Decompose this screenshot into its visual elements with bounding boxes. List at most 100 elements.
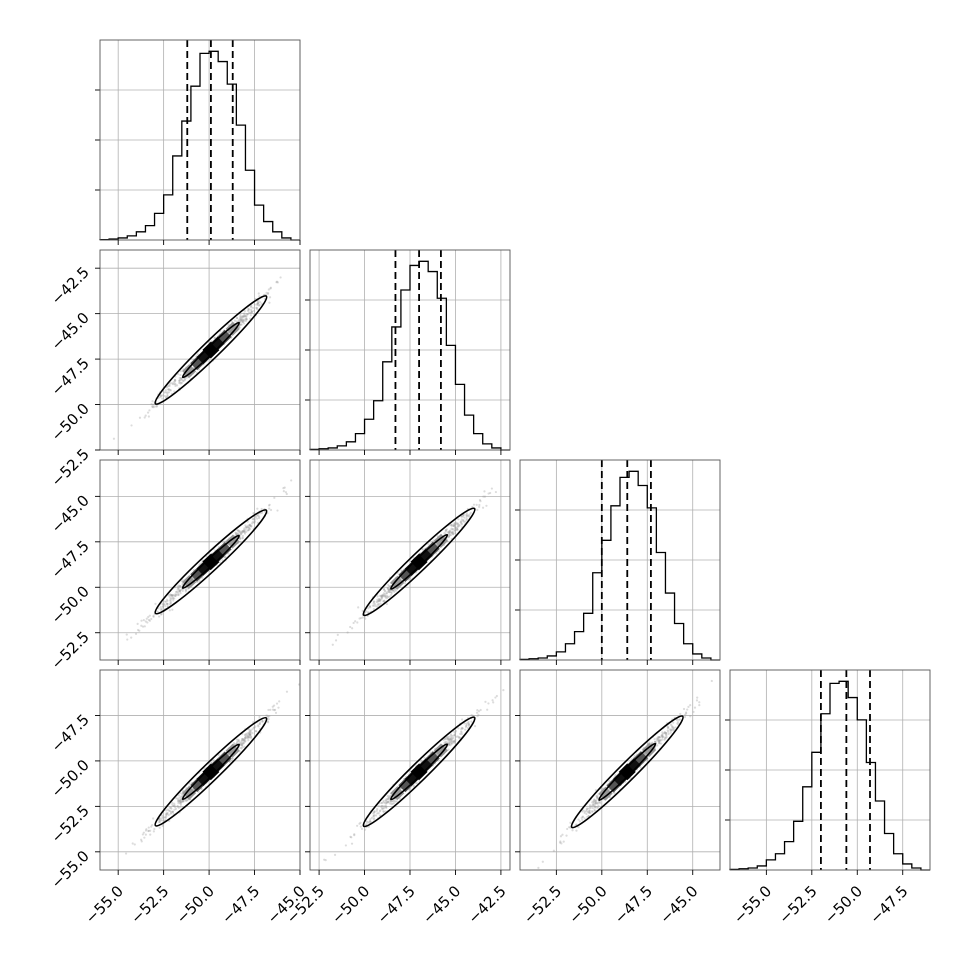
scatter-point	[453, 529, 456, 532]
scatter-point	[246, 524, 249, 527]
scatter-point	[454, 526, 457, 529]
x-tick-label: −45.0	[656, 882, 701, 927]
scatter-point	[383, 593, 386, 596]
scatter-point	[462, 520, 465, 523]
contour-outer	[362, 507, 476, 617]
scatter-point	[667, 730, 670, 733]
scatter-point	[655, 737, 658, 740]
scatter-point	[560, 842, 563, 845]
scatter-point	[236, 529, 239, 532]
scatter-point	[373, 810, 376, 813]
scatter-point	[346, 631, 349, 634]
scatter-point	[237, 740, 240, 743]
scatter-point	[166, 604, 169, 608]
scatter-point	[279, 276, 282, 279]
scatter-point	[461, 727, 464, 730]
scatter-point	[350, 836, 353, 839]
scatter-point	[393, 799, 396, 802]
scatter-point	[456, 525, 459, 528]
scatter-point	[168, 599, 171, 602]
scatter-point	[382, 600, 386, 603]
scatter-point	[158, 820, 162, 823]
hist-panel-2	[515, 459, 721, 661]
scatter-point	[239, 537, 242, 540]
scatter-point	[165, 815, 168, 818]
scatter-point	[170, 598, 173, 601]
y-tick-label: −50.0	[48, 582, 93, 627]
scatter-point	[427, 543, 430, 546]
scatter-point	[159, 817, 162, 820]
scatter-point	[153, 827, 156, 831]
scatter-point	[171, 801, 174, 804]
scatter-point	[384, 596, 387, 599]
scatter-point	[658, 736, 661, 739]
scatter-point	[376, 595, 379, 598]
scatter-point	[238, 326, 241, 329]
x-tick-label: −52.5	[127, 882, 172, 927]
scatter-point	[249, 527, 252, 531]
scatter-point	[385, 798, 388, 801]
scatter-point	[665, 733, 668, 736]
scatter-point	[382, 801, 385, 804]
scatter-point	[451, 742, 454, 745]
scatter-point	[256, 303, 259, 307]
scatter-point	[159, 613, 163, 616]
scatter-point	[247, 307, 250, 310]
scatter-point	[178, 379, 182, 382]
scatter-point	[502, 689, 505, 692]
scatter-point	[173, 390, 176, 393]
scatter-point	[653, 738, 656, 741]
scatter-point	[168, 595, 171, 598]
scatter-point	[174, 379, 177, 382]
scatter-point	[461, 519, 465, 522]
scatter-point	[241, 320, 244, 323]
scatter-point	[482, 495, 485, 498]
scatter-point	[331, 643, 334, 646]
scatter-point	[657, 737, 660, 740]
scatter-point	[379, 600, 382, 603]
scatter-point	[273, 708, 276, 712]
scatter-point	[176, 372, 180, 376]
scatter-point	[657, 735, 660, 739]
scatter-point	[661, 732, 664, 736]
scatter-point	[263, 510, 266, 513]
scatter-point	[234, 533, 238, 536]
scatter-point	[450, 527, 453, 530]
scatter-point	[243, 310, 247, 313]
scatter-point	[376, 598, 379, 601]
scatter-point	[168, 809, 171, 813]
scatter-point	[658, 742, 661, 745]
scatter-point	[180, 376, 183, 380]
scatter-point	[227, 323, 230, 326]
scatter-point	[394, 589, 398, 592]
scatter-point	[466, 721, 470, 725]
scatter-point	[267, 717, 270, 721]
scatter-point	[242, 737, 245, 741]
scatter-point	[255, 306, 258, 310]
scatter-point	[176, 799, 180, 803]
scatter-point	[372, 604, 376, 607]
scatter-point	[185, 588, 188, 591]
scatter-point	[470, 720, 473, 723]
scatter-point	[667, 726, 670, 730]
scatter-point	[381, 593, 384, 597]
scatter-point	[593, 799, 596, 802]
scatter-point	[386, 800, 390, 804]
scatter-point	[453, 524, 456, 528]
scatter-point	[400, 569, 403, 572]
scatter-point	[247, 529, 250, 532]
scatter-point	[136, 622, 139, 625]
density-cell	[217, 542, 232, 557]
pair-content	[537, 679, 713, 869]
scatter-point	[168, 388, 171, 391]
scatter-point	[163, 600, 166, 603]
scatter-point	[379, 599, 382, 602]
scatter-point	[172, 594, 175, 597]
pair-panel-3-1	[309, 669, 511, 871]
scatter-point	[179, 795, 182, 798]
scatter-point	[148, 619, 151, 622]
scatter-point	[179, 585, 182, 588]
scatter-point	[104, 661, 106, 663]
scatter-point	[583, 811, 586, 814]
scatter-point	[244, 737, 247, 740]
